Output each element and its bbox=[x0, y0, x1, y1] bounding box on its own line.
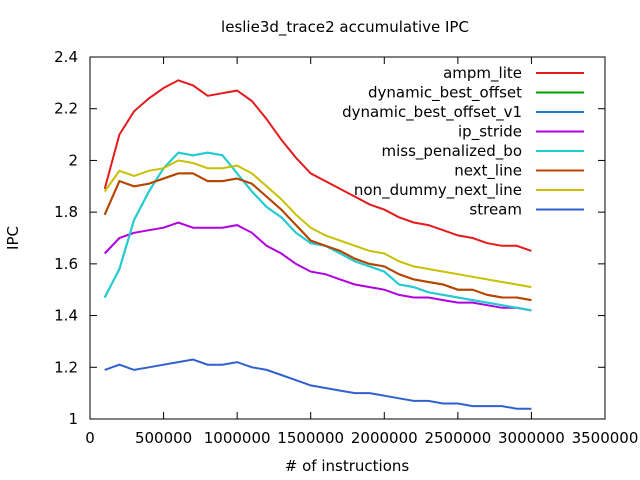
x-tick-label: 3000000 bbox=[498, 429, 565, 447]
x-axis-title: # of instructions bbox=[285, 457, 410, 475]
legend-label-dynamic_best_offset_v1: dynamic_best_offset_v1 bbox=[342, 103, 522, 122]
legend-label-ip_stride: ip_stride bbox=[458, 123, 522, 142]
y-tick-label: 2 bbox=[68, 151, 78, 169]
legend-label-stream: stream bbox=[469, 201, 522, 219]
x-tick-label: 500000 bbox=[135, 429, 192, 447]
legend-label-ampm_lite: ampm_lite bbox=[443, 64, 522, 83]
x-tick-label: 2000000 bbox=[351, 429, 418, 447]
series-line-ip_stride bbox=[103, 221, 532, 312]
series-line-non_dummy_next_line bbox=[103, 159, 532, 289]
y-tick-label: 1 bbox=[68, 410, 78, 428]
y-tick-label: 1.2 bbox=[54, 358, 78, 376]
y-tick-label: 1.4 bbox=[54, 307, 78, 325]
x-tick-label: 0 bbox=[85, 429, 95, 447]
series-lines bbox=[103, 79, 532, 410]
legend: ampm_litedynamic_best_offsetdynamic_best… bbox=[342, 64, 584, 219]
y-axis-title: IPC bbox=[4, 226, 22, 250]
x-tick-label: 1000000 bbox=[204, 429, 271, 447]
y-tick-label: 2.2 bbox=[54, 100, 78, 118]
series-line-ampm_lite bbox=[103, 79, 532, 252]
x-tick-label: 1500000 bbox=[277, 429, 344, 447]
legend-label-non_dummy_next_line: non_dummy_next_line bbox=[354, 181, 522, 200]
chart-title: leslie3d_trace2 accumulative IPC bbox=[221, 18, 469, 37]
y-tick-label: 1.6 bbox=[54, 255, 78, 273]
x-tick-label: 2500000 bbox=[424, 429, 491, 447]
plot-frame bbox=[89, 56, 606, 420]
series-line-next_line bbox=[103, 172, 532, 302]
legend-label-miss_penalized_bo: miss_penalized_bo bbox=[381, 142, 522, 161]
series-line-miss_penalized_bo bbox=[103, 151, 532, 312]
y-tick-label: 1.8 bbox=[54, 203, 78, 221]
x-tick-label: 3500000 bbox=[572, 429, 639, 447]
y-tick-label: 2.4 bbox=[54, 48, 78, 66]
series-line-stream bbox=[104, 358, 532, 410]
axis-ticks: 0 500000 1000000 1500000 2000000 2500000 30000… bbox=[54, 48, 638, 447]
legend-label-next_line: next_line bbox=[454, 162, 522, 181]
legend-label-dynamic_best_offset: dynamic_best_offset bbox=[368, 84, 522, 103]
